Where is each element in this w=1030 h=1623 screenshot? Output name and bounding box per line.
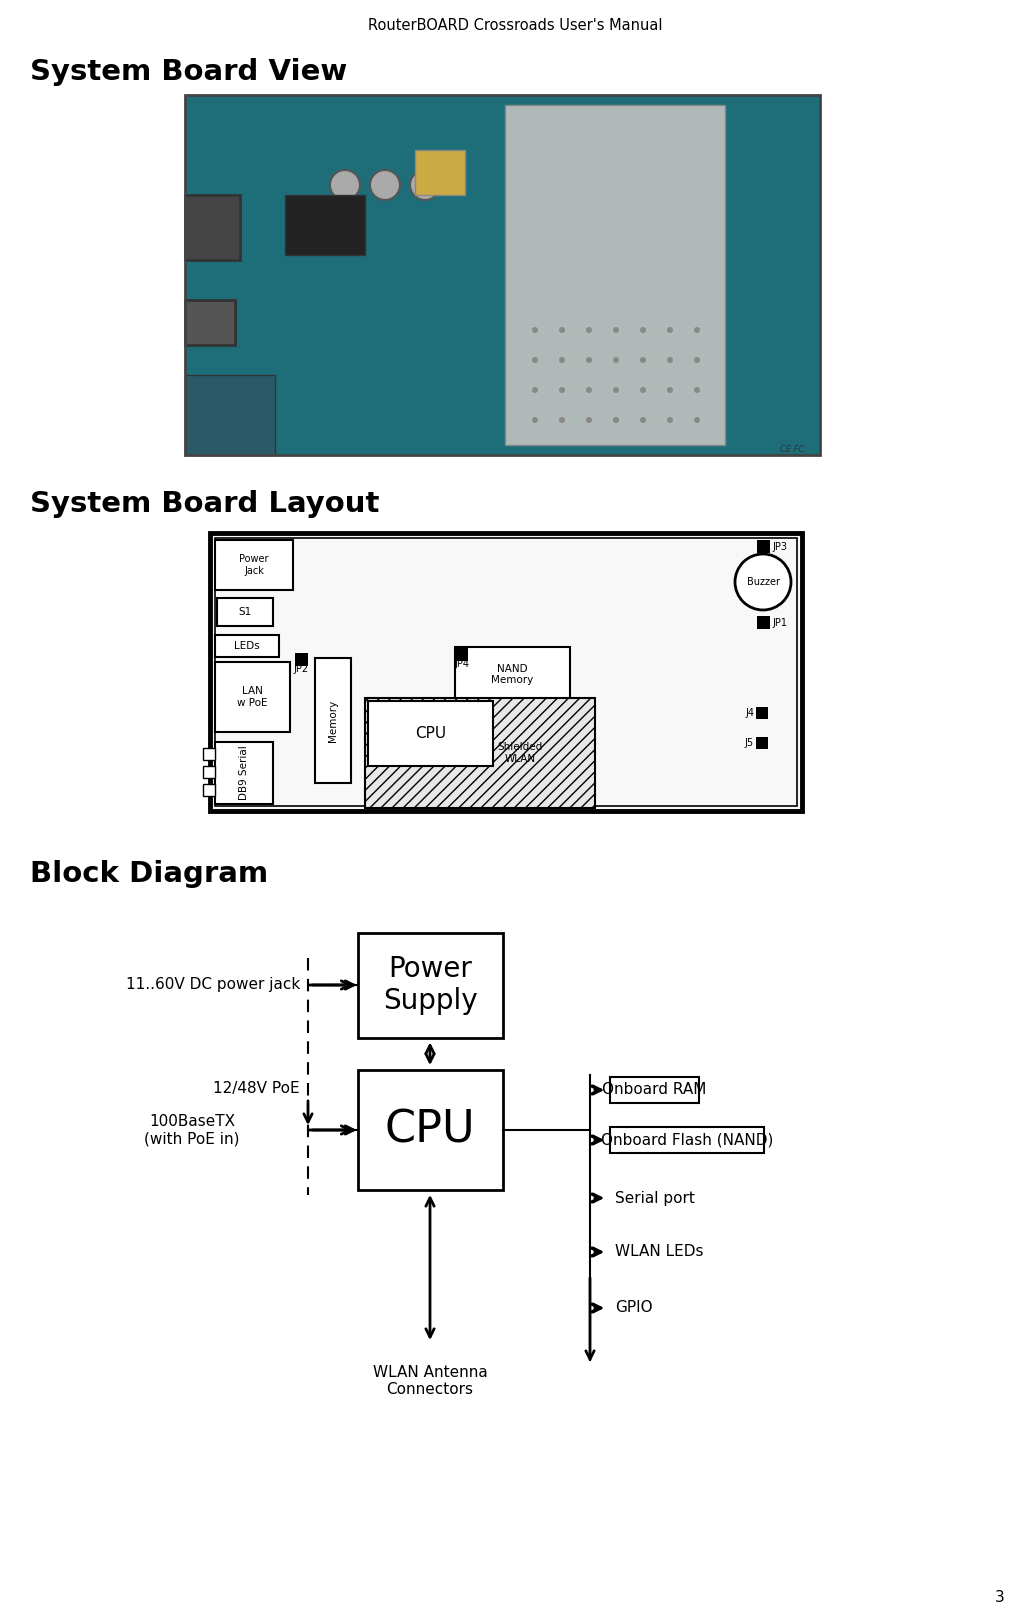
Text: 12/48V PoE: 12/48V PoE xyxy=(213,1081,300,1096)
Bar xyxy=(610,1126,764,1152)
Bar xyxy=(203,784,215,795)
Circle shape xyxy=(370,170,400,200)
Circle shape xyxy=(640,417,646,424)
Bar xyxy=(203,748,215,760)
Text: Power
Jack: Power Jack xyxy=(239,553,269,576)
Text: S1: S1 xyxy=(238,607,251,617)
Bar xyxy=(215,662,290,732)
Bar xyxy=(365,698,595,808)
Circle shape xyxy=(559,326,565,333)
Circle shape xyxy=(640,386,646,393)
Text: System Board View: System Board View xyxy=(30,58,347,86)
Text: Serial port: Serial port xyxy=(615,1191,695,1206)
Text: Onboard RAM: Onboard RAM xyxy=(603,1083,707,1097)
Circle shape xyxy=(533,326,538,333)
Circle shape xyxy=(559,417,565,424)
Circle shape xyxy=(586,386,592,393)
Circle shape xyxy=(533,417,538,424)
Bar xyxy=(357,933,503,1037)
Circle shape xyxy=(613,417,619,424)
Circle shape xyxy=(559,386,565,393)
Bar xyxy=(610,1078,699,1104)
Circle shape xyxy=(640,357,646,364)
Circle shape xyxy=(667,357,673,364)
Bar xyxy=(215,537,797,807)
Text: LAN
w PoE: LAN w PoE xyxy=(237,687,268,708)
Text: J5: J5 xyxy=(745,738,754,748)
Bar xyxy=(455,648,468,661)
Text: Onboard Flash (NAND): Onboard Flash (NAND) xyxy=(600,1133,774,1147)
Bar xyxy=(217,597,273,626)
Text: JP4: JP4 xyxy=(454,659,469,669)
Bar xyxy=(203,766,215,777)
Bar xyxy=(295,652,308,665)
Text: System Board Layout: System Board Layout xyxy=(30,490,379,518)
Text: JP1: JP1 xyxy=(772,617,787,628)
Circle shape xyxy=(533,357,538,364)
Bar xyxy=(756,708,768,719)
Bar xyxy=(185,96,820,454)
Circle shape xyxy=(667,417,673,424)
Circle shape xyxy=(613,357,619,364)
Bar xyxy=(757,540,770,553)
Text: 3: 3 xyxy=(995,1591,1005,1605)
Bar xyxy=(757,617,770,630)
Text: DB9 Serial: DB9 Serial xyxy=(239,745,249,800)
Text: JP2: JP2 xyxy=(294,664,309,674)
Text: 11..60V DC power jack: 11..60V DC power jack xyxy=(126,977,300,993)
Bar xyxy=(215,635,279,657)
Text: GPIO: GPIO xyxy=(615,1300,653,1316)
Text: LEDs: LEDs xyxy=(234,641,260,651)
Bar xyxy=(415,149,465,195)
Text: NAND
Memory: NAND Memory xyxy=(491,664,534,685)
Text: Memory: Memory xyxy=(328,700,338,742)
Circle shape xyxy=(613,326,619,333)
Bar xyxy=(210,532,802,812)
Circle shape xyxy=(586,326,592,333)
Bar xyxy=(756,737,768,748)
Text: JP3: JP3 xyxy=(772,542,787,552)
Bar xyxy=(185,300,235,346)
Circle shape xyxy=(735,553,791,610)
Circle shape xyxy=(330,170,360,200)
Text: J4: J4 xyxy=(745,708,754,717)
Circle shape xyxy=(559,357,565,364)
Bar xyxy=(505,105,725,445)
Circle shape xyxy=(694,357,700,364)
Circle shape xyxy=(640,326,646,333)
Circle shape xyxy=(667,386,673,393)
Text: Buzzer: Buzzer xyxy=(747,578,780,588)
Bar xyxy=(285,195,365,255)
Bar xyxy=(185,96,820,454)
Text: CPU: CPU xyxy=(415,725,446,742)
Text: Shielded
WLAN: Shielded WLAN xyxy=(497,742,543,764)
Circle shape xyxy=(533,386,538,393)
Circle shape xyxy=(694,326,700,333)
Text: Power
Supply: Power Supply xyxy=(383,954,477,1016)
Text: Block Diagram: Block Diagram xyxy=(30,860,268,888)
Text: 100BaseTX
(with PoE in): 100BaseTX (with PoE in) xyxy=(144,1113,240,1146)
Circle shape xyxy=(586,357,592,364)
Text: CPU: CPU xyxy=(384,1109,475,1151)
Bar xyxy=(368,701,493,766)
Circle shape xyxy=(694,386,700,393)
Bar xyxy=(357,1070,503,1190)
Bar xyxy=(455,648,570,703)
Bar xyxy=(185,375,275,454)
Text: WLAN LEDs: WLAN LEDs xyxy=(615,1245,703,1259)
Circle shape xyxy=(613,386,619,393)
Bar xyxy=(215,742,273,803)
Text: CE FC: CE FC xyxy=(781,445,805,454)
Bar xyxy=(185,195,240,260)
Bar xyxy=(215,540,293,591)
Bar xyxy=(315,657,351,782)
Circle shape xyxy=(586,417,592,424)
Circle shape xyxy=(410,170,440,200)
Text: RouterBOARD Crossroads User's Manual: RouterBOARD Crossroads User's Manual xyxy=(368,18,662,32)
Text: WLAN Antenna
Connectors: WLAN Antenna Connectors xyxy=(373,1365,487,1397)
Circle shape xyxy=(667,326,673,333)
Circle shape xyxy=(694,417,700,424)
